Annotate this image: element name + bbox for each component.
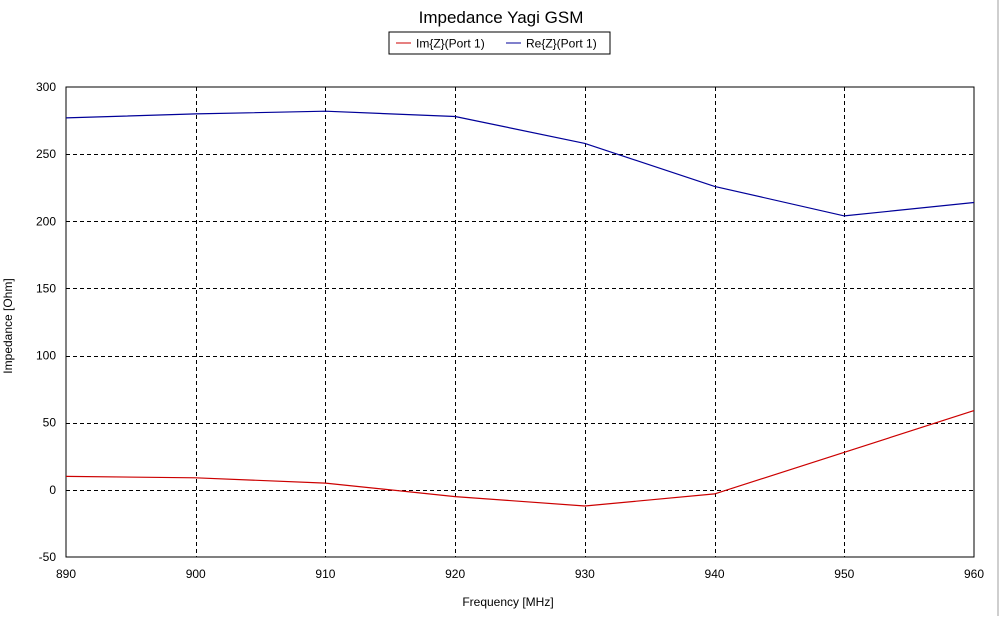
x-axis-label: Frequency [MHz] [462, 595, 553, 609]
y-tick-label: 200 [36, 214, 56, 228]
x-tick-label: 940 [705, 567, 725, 581]
series-line-im [65, 410, 975, 507]
x-tick-label: 930 [575, 567, 595, 581]
y-tick-label: -50 [39, 550, 57, 564]
series-lines [65, 110, 975, 507]
y-tick-label: 250 [36, 147, 56, 161]
y-tick-label: 300 [36, 80, 56, 94]
legend-label-re: Re{Z}(Port 1) [526, 37, 597, 51]
x-tick-label: 890 [56, 567, 76, 581]
legend-label-im: Im{Z}(Port 1) [416, 37, 485, 51]
y-tick-label: 50 [43, 416, 57, 430]
plot-area [65, 86, 975, 558]
y-tick-label: 100 [36, 349, 56, 363]
y-axis-ticks: -50 0 50 100 150 200 250 300 [36, 80, 56, 564]
x-tick-label: 950 [834, 567, 854, 581]
x-axis-ticks: 890 900 910 920 930 940 950 960 [56, 567, 984, 581]
legend: Im{Z}(Port 1) Re{Z}(Port 1) [388, 31, 611, 55]
chart-title: Impedance Yagi GSM [419, 8, 584, 27]
y-axis-label: Impedance [Ohm] [1, 278, 15, 373]
y-tick-label: 0 [49, 483, 56, 497]
x-tick-label: 920 [445, 567, 465, 581]
y-tick-label: 150 [36, 281, 56, 295]
legend-box [388, 31, 611, 55]
grid [66, 87, 974, 557]
x-tick-label: 900 [186, 567, 206, 581]
x-tick-label: 960 [964, 567, 984, 581]
series-line-re [65, 110, 975, 217]
window-edge [997, 0, 999, 616]
x-tick-label: 910 [315, 567, 335, 581]
